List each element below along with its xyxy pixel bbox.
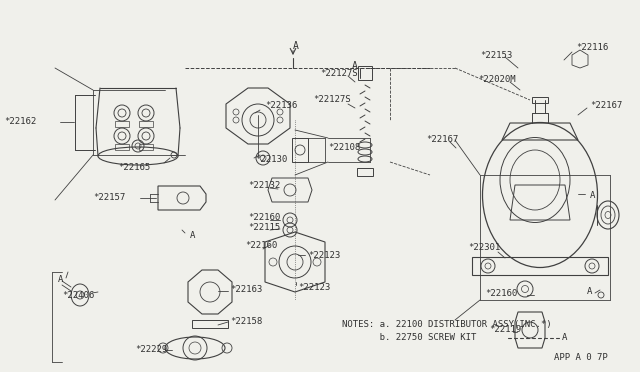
Text: *22020M: *22020M bbox=[478, 76, 516, 84]
Text: *22162: *22162 bbox=[4, 118, 36, 126]
Text: *22115: *22115 bbox=[248, 224, 280, 232]
Text: *22127S: *22127S bbox=[320, 68, 358, 77]
Text: *22160: *22160 bbox=[245, 241, 277, 250]
Text: A: A bbox=[590, 190, 595, 199]
Text: *22157: *22157 bbox=[93, 193, 125, 202]
Text: *22108: *22108 bbox=[328, 144, 360, 153]
Text: APP A 0 7P: APP A 0 7P bbox=[554, 353, 608, 362]
Text: *22167: *22167 bbox=[426, 135, 458, 144]
Text: *22123: *22123 bbox=[308, 250, 340, 260]
Text: A: A bbox=[352, 61, 358, 71]
Text: *22160: *22160 bbox=[485, 289, 517, 298]
Text: A: A bbox=[562, 334, 568, 343]
Text: *22406: *22406 bbox=[62, 291, 94, 299]
Text: *22130: *22130 bbox=[255, 155, 287, 164]
Text: NOTES: a. 22100 DISTRIBUTOR ASSY(INC.*): NOTES: a. 22100 DISTRIBUTOR ASSY(INC.*) bbox=[342, 321, 552, 330]
Text: *22116: *22116 bbox=[576, 44, 608, 52]
Text: *22167: *22167 bbox=[590, 100, 622, 109]
Text: *22163: *22163 bbox=[230, 285, 262, 295]
Text: *22229: *22229 bbox=[135, 346, 167, 355]
Text: *22165: *22165 bbox=[118, 164, 150, 173]
Text: *22127S: *22127S bbox=[313, 96, 351, 105]
Text: *22160: *22160 bbox=[248, 214, 280, 222]
Text: A: A bbox=[190, 231, 195, 240]
Text: *22132: *22132 bbox=[248, 182, 280, 190]
Text: A: A bbox=[58, 276, 63, 285]
Text: A: A bbox=[587, 288, 593, 296]
Text: b. 22750 SCREW KIT: b. 22750 SCREW KIT bbox=[342, 334, 476, 343]
Text: *22158: *22158 bbox=[230, 317, 262, 327]
Text: *22301: *22301 bbox=[468, 244, 500, 253]
Text: A: A bbox=[293, 41, 299, 51]
Text: *22136: *22136 bbox=[265, 100, 297, 109]
Text: *22153: *22153 bbox=[480, 51, 512, 60]
Text: *22123: *22123 bbox=[298, 283, 330, 292]
Text: *22119: *22119 bbox=[489, 326, 521, 334]
